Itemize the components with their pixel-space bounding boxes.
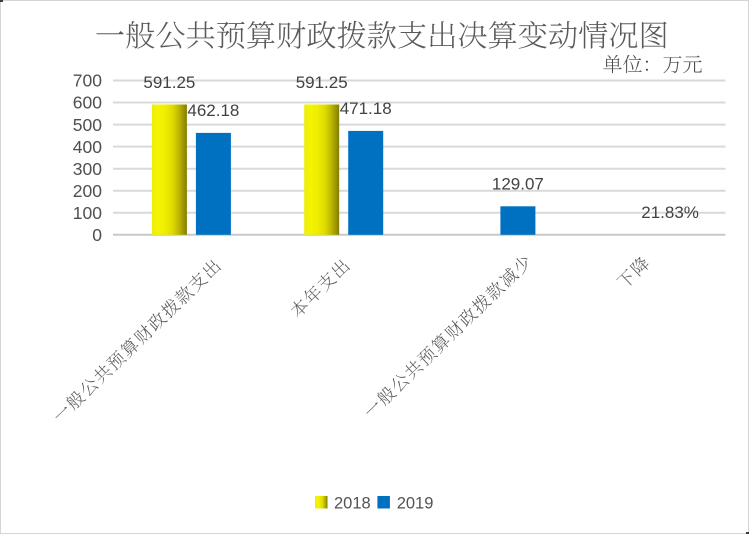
svg-text:21.83%: 21.83% <box>641 203 699 222</box>
svg-text:2019: 2019 <box>397 494 434 512</box>
svg-text:600: 600 <box>73 93 102 113</box>
svg-text:2018: 2018 <box>334 494 371 512</box>
svg-text:471.18: 471.18 <box>340 99 392 118</box>
svg-text:100: 100 <box>73 203 102 223</box>
svg-text:591.25: 591.25 <box>143 73 195 92</box>
svg-text:700: 700 <box>73 71 102 91</box>
svg-text:591.25: 591.25 <box>296 73 348 92</box>
svg-text:0: 0 <box>92 225 102 245</box>
svg-text:200: 200 <box>73 181 102 201</box>
svg-text:400: 400 <box>73 137 102 157</box>
svg-text:500: 500 <box>73 115 102 135</box>
svg-text:129.07: 129.07 <box>492 175 544 194</box>
svg-text:462.18: 462.18 <box>187 101 239 120</box>
svg-text:300: 300 <box>73 159 102 179</box>
